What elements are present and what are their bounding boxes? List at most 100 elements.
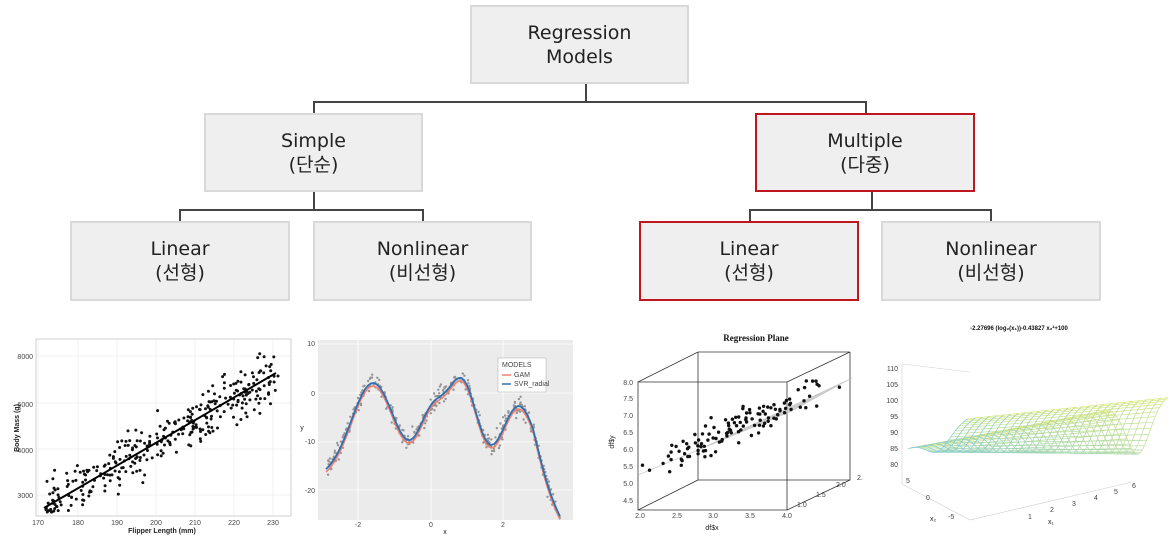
- data-point: [236, 389, 240, 393]
- data-point: [58, 500, 62, 504]
- data-point: [194, 423, 198, 427]
- data-point: [726, 430, 730, 435]
- data-point: [53, 488, 57, 492]
- data-point: [158, 424, 162, 428]
- data-point: [240, 401, 244, 405]
- data-point: [390, 421, 393, 424]
- legend-label: SVR_radial: [514, 381, 550, 388]
- data-point: [248, 390, 252, 394]
- data-point: [124, 454, 128, 458]
- mesh-line: [1093, 398, 1154, 455]
- data-point: [763, 412, 767, 416]
- x2-tick-label: 0: [926, 495, 930, 502]
- data-point: [477, 410, 480, 414]
- mesh-line: [1057, 402, 1119, 454]
- data-point: [756, 412, 760, 416]
- data-point: [199, 439, 203, 443]
- data-point: [418, 434, 421, 437]
- data-point: [371, 373, 374, 376]
- data-point: [45, 510, 49, 514]
- data-point: [92, 465, 96, 469]
- node-label-line2: (다중): [840, 153, 890, 176]
- data-point: [114, 461, 118, 465]
- x1-tick-label: 4: [1094, 495, 1098, 502]
- data-point: [218, 415, 222, 419]
- data-point: [81, 503, 85, 507]
- data-point: [766, 419, 770, 423]
- data-point: [226, 402, 230, 406]
- node-label-line2: Models: [546, 45, 613, 68]
- axis-box: [901, 363, 1133, 521]
- data-point: [138, 459, 142, 462]
- z-tick-label: 1.0: [797, 502, 807, 509]
- x-axis-label: x: [443, 529, 447, 536]
- data-point: [116, 440, 120, 444]
- x-tick-label: 170: [32, 520, 44, 527]
- data-point: [206, 405, 210, 409]
- data-point: [478, 414, 481, 417]
- data-point: [201, 428, 205, 432]
- legend-title: MODELS: [502, 362, 532, 369]
- data-point: [116, 492, 120, 496]
- data-point: [103, 463, 107, 467]
- data-point: [744, 411, 749, 415]
- x-tick-label: 3.5: [745, 513, 755, 520]
- data-point: [766, 416, 771, 420]
- data-point: [188, 433, 192, 437]
- data-point: [163, 443, 166, 447]
- data-point: [182, 416, 186, 420]
- data-point: [463, 374, 466, 377]
- data-point: [461, 372, 464, 375]
- data-point: [716, 430, 721, 434]
- data-point: [252, 408, 256, 412]
- data-point: [494, 436, 497, 439]
- data-point: [490, 453, 493, 456]
- data-point: [429, 398, 432, 401]
- data-point: [59, 503, 63, 507]
- data-point: [761, 424, 766, 428]
- data-point: [468, 384, 471, 388]
- data-point: [71, 479, 75, 483]
- mesh-line: [986, 410, 1047, 454]
- data-point: [211, 384, 215, 388]
- data-point: [804, 379, 808, 383]
- data-point: [256, 356, 260, 360]
- data-point: [264, 364, 268, 368]
- mesh-line: [1008, 407, 1069, 454]
- data-point: [166, 419, 169, 423]
- data-point: [181, 432, 185, 436]
- connector-multiple-bar: [749, 209, 991, 211]
- data-point: [424, 422, 427, 425]
- data-point: [503, 414, 507, 417]
- data-point: [703, 424, 708, 428]
- y-tick-label: -20: [305, 488, 315, 495]
- data-point: [485, 446, 488, 449]
- data-point: [166, 439, 170, 443]
- data-point: [174, 450, 178, 454]
- data-point: [730, 417, 735, 421]
- data-point: [686, 454, 690, 459]
- z-tick-label: 95: [890, 414, 898, 421]
- y-tick-label: -10: [305, 439, 315, 446]
- data-point: [467, 382, 470, 385]
- data-point: [709, 416, 713, 420]
- data-point: [222, 410, 226, 414]
- data-point: [723, 418, 728, 422]
- data-point: [413, 431, 416, 434]
- data-point: [758, 418, 762, 422]
- data-point: [209, 417, 213, 421]
- data-point: [490, 438, 493, 441]
- data-point: [524, 421, 527, 424]
- data-point: [118, 457, 122, 461]
- data-point: [677, 449, 681, 453]
- data-point: [326, 473, 330, 476]
- data-point: [117, 470, 121, 474]
- data-point: [402, 429, 405, 432]
- x1-tick-label: 1: [1028, 514, 1032, 521]
- x2-tick-label: -5: [948, 514, 954, 521]
- data-point: [146, 449, 149, 452]
- y-tick-label: 6.5: [623, 430, 633, 437]
- z-tick-label: 100: [886, 398, 898, 405]
- data-point: [51, 491, 55, 495]
- data-point: [352, 408, 355, 411]
